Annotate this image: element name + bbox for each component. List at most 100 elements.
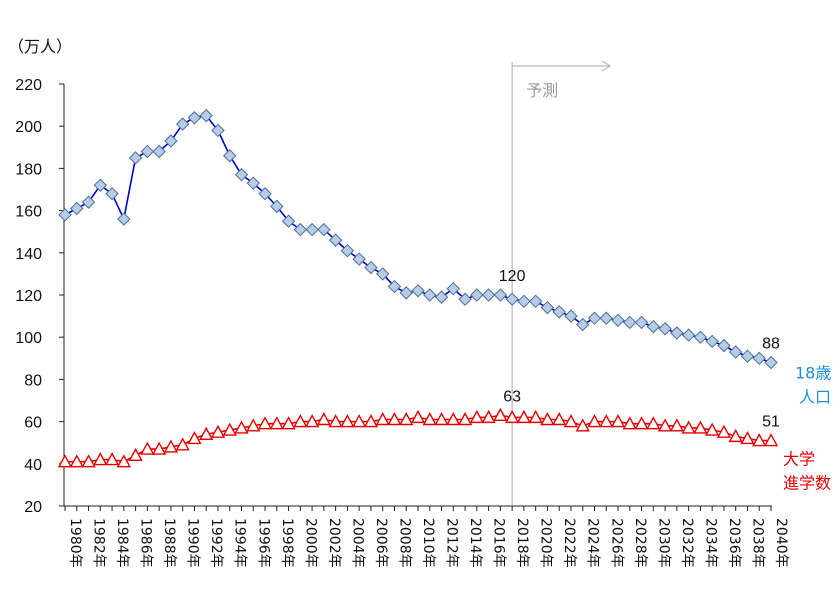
x-tick-label: 1998年 <box>279 518 295 568</box>
data-label: 120 <box>499 268 526 285</box>
forecast-label: 予測 <box>526 81 558 100</box>
data-point-diamond <box>599 311 613 325</box>
data-point-diamond <box>258 187 272 201</box>
data-point-triangle <box>140 441 155 455</box>
data-point-diamond <box>223 149 237 163</box>
data-point-diamond <box>764 355 778 370</box>
data-point-triangle <box>222 422 237 436</box>
x-tick-label: 2002年 <box>326 518 342 568</box>
data-point-triangle <box>575 418 590 432</box>
x-tick-label: 2010年 <box>420 518 436 568</box>
chart-axes: 20 40 60 80 100 120 140 160 180 200 220 1980年 1982年 1… <box>15 77 789 568</box>
forecast-marker: 予測 <box>511 60 612 506</box>
data-point-triangle <box>599 414 614 428</box>
data-point-triangle <box>681 420 696 434</box>
data-point-triangle <box>163 439 179 453</box>
unit-label: （万人） <box>8 37 72 56</box>
data-point-triangle <box>622 416 637 430</box>
data-point-diamond <box>270 199 284 214</box>
data-point-triangle <box>528 409 543 424</box>
data-point-diamond <box>117 212 131 226</box>
x-tick-label: 2038年 <box>749 518 765 568</box>
data-point-diamond <box>199 108 213 123</box>
data-point-diamond <box>434 290 449 304</box>
data-point-diamond <box>705 334 719 349</box>
x-tick-label: 2030年 <box>655 518 671 568</box>
data-point-triangle <box>446 412 461 426</box>
data-label: 63 <box>503 388 521 405</box>
data-point-triangle <box>516 409 532 424</box>
data-point-triangle <box>469 409 485 424</box>
data-point-triangle <box>540 412 555 426</box>
data-point-diamond <box>375 267 390 281</box>
data-point-diamond <box>293 222 308 237</box>
data-point-triangle <box>422 412 437 426</box>
data-point-diamond <box>140 144 155 159</box>
series-label-population-line2: 人口 <box>799 388 831 407</box>
x-tick-label: 2006年 <box>373 518 389 568</box>
data-point-diamond <box>387 279 402 294</box>
data-point-triangle <box>293 414 308 428</box>
y-tick-label: 180 <box>15 161 42 178</box>
x-tick-label: 1990年 <box>185 518 201 568</box>
data-point-triangle <box>387 412 402 426</box>
data-point-diamond <box>446 281 461 296</box>
data-label: 51 <box>762 414 780 431</box>
data-point-triangle <box>175 437 190 451</box>
data-point-diamond <box>693 330 708 344</box>
data-point-triangle <box>669 418 685 432</box>
data-point-diamond <box>164 134 178 148</box>
x-tick-label: 2018年 <box>514 518 530 568</box>
data-point-triangle <box>410 409 426 424</box>
data-point-triangle <box>587 414 602 428</box>
data-point-diamond <box>187 111 202 125</box>
x-tick-label: 2032年 <box>679 518 695 568</box>
data-point-diamond <box>517 294 531 309</box>
data-point-triangle <box>552 412 567 426</box>
x-tick-label: 2026年 <box>608 518 624 568</box>
data-point-triangle <box>128 447 143 462</box>
data-point-diamond <box>493 288 508 302</box>
data-annotations: 120 88 63 51 <box>499 268 780 431</box>
data-point-diamond <box>352 252 366 266</box>
data-point-triangle <box>151 441 167 455</box>
data-point-diamond <box>246 176 260 190</box>
data-point-triangle <box>116 454 132 468</box>
data-point-diamond <box>364 260 378 275</box>
data-point-diamond <box>340 243 355 258</box>
data-point-diamond <box>564 309 578 323</box>
x-tick-label: 1992年 <box>208 518 224 568</box>
y-tick-label: 200 <box>15 119 42 136</box>
data-point-diamond <box>681 328 696 342</box>
forecast-arrow-head <box>601 60 612 72</box>
data-point-diamond <box>234 168 249 182</box>
data-point-triangle <box>763 433 779 447</box>
data-point-diamond <box>481 288 496 302</box>
data-point-diamond <box>70 201 84 216</box>
data-point-triangle <box>93 452 108 466</box>
x-tick-label: 2034年 <box>702 518 718 568</box>
data-point-diamond <box>552 305 566 319</box>
data-point-diamond <box>328 233 343 247</box>
data-point-triangle <box>304 414 320 428</box>
data-point-diamond <box>528 294 543 309</box>
data-point-diamond <box>634 315 649 330</box>
data-label: 88 <box>762 336 780 353</box>
data-point-diamond <box>93 178 108 192</box>
data-point-diamond <box>587 311 602 325</box>
data-point-diamond <box>540 300 555 315</box>
x-tick-label: 2028年 <box>632 518 648 568</box>
y-tick-label: 20 <box>24 499 42 516</box>
y-tick-label: 140 <box>15 246 42 263</box>
series-label-enrollment-line1: 大学 <box>783 450 815 469</box>
x-tick-label: 2022年 <box>561 518 577 568</box>
data-point-diamond <box>411 284 425 298</box>
x-tick-label: 1980年 <box>67 518 83 568</box>
x-tick-label: 1986年 <box>138 518 154 568</box>
series-label-population-line1: 18歳 <box>795 364 831 383</box>
data-point-triangle <box>269 416 284 430</box>
data-point-triangle <box>375 412 390 426</box>
data-point-triangle <box>634 416 649 430</box>
data-point-triangle <box>646 416 661 430</box>
